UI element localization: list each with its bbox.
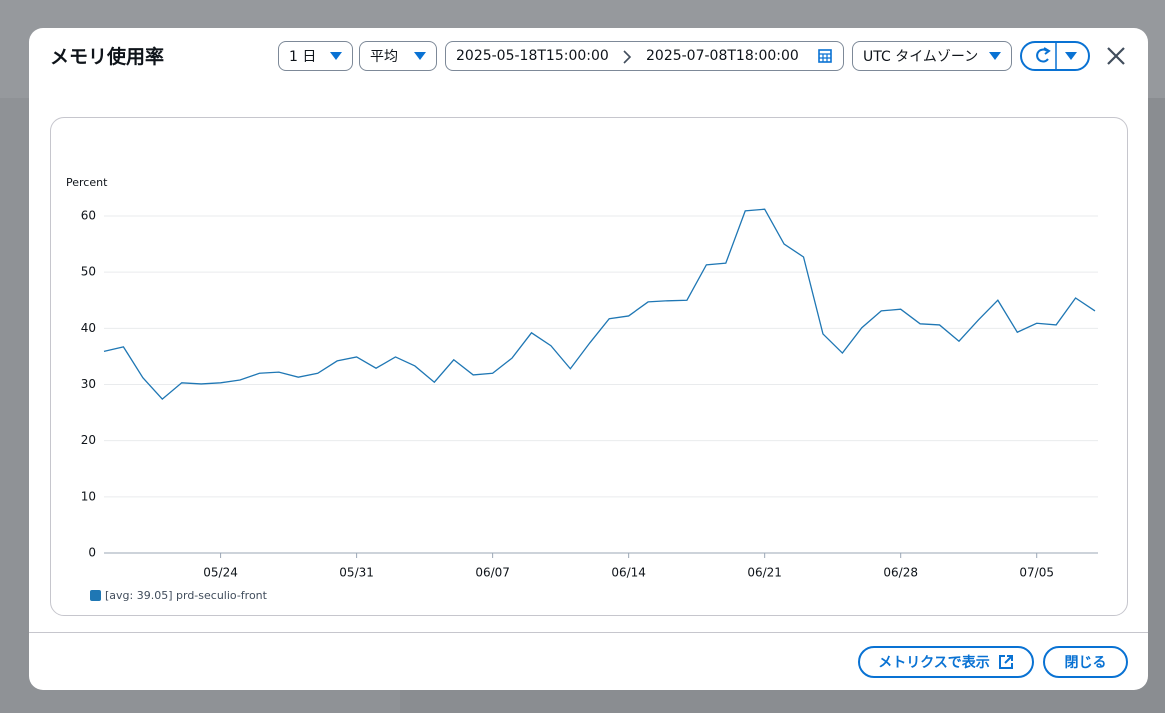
y-axis-label: Percent xyxy=(66,176,108,189)
dropdown-icon xyxy=(989,52,1001,60)
period-select[interactable]: 1 日 xyxy=(278,41,353,71)
dropdown-icon xyxy=(414,52,426,60)
timezone-text: UTC タイムゾーン xyxy=(863,49,979,65)
x-tick-label: 06/21 xyxy=(747,566,782,580)
statistic-select[interactable]: 平均 xyxy=(359,41,437,71)
y-tick-label: 40 xyxy=(81,321,96,335)
modal: メモリ使用率 1 日 平均 2025-05-18T15:00:00 2025-0… xyxy=(29,28,1148,690)
refresh-group[interactable] xyxy=(1020,41,1090,71)
end-date: 2025-07-08T18:00:00 xyxy=(646,48,799,64)
legend-label: [avg: 39.05] prd-seculio-front xyxy=(105,589,268,602)
chart: Percent 0 10 20 30 40 50 60 05/24 05/31 06/07 06/14… xyxy=(66,176,1098,602)
y-tick-label: 30 xyxy=(81,377,96,391)
x-tick-label: 06/07 xyxy=(475,566,510,580)
statistic-text: 平均 xyxy=(370,49,398,65)
y-tick-label: 10 xyxy=(81,489,96,503)
line-series xyxy=(103,208,1096,400)
footer-divider xyxy=(29,632,1148,633)
dropdown-icon xyxy=(330,52,342,60)
legend-swatch xyxy=(90,590,101,601)
button-text: メトリクスで表示 xyxy=(878,655,990,671)
period-text: 1 日 xyxy=(289,49,317,65)
arrow-icon xyxy=(623,50,632,64)
button-text: 閉じる xyxy=(1064,655,1107,671)
x-tick-label: 06/28 xyxy=(883,566,918,580)
y-tick-label: 0 xyxy=(88,546,96,560)
x-tick-label: 06/14 xyxy=(611,566,646,580)
y-tick-label: 50 xyxy=(81,265,96,279)
start-date: 2025-05-18T15:00:00 xyxy=(456,48,609,64)
x-tick-label: 07/05 xyxy=(1019,566,1054,580)
timezone-select[interactable]: UTC タイムゾーン xyxy=(852,41,1012,71)
external-link-icon xyxy=(998,655,1013,669)
x-tick-label: 05/24 xyxy=(203,566,238,580)
close-icon[interactable] xyxy=(1105,45,1127,67)
date-range[interactable]: 2025-05-18T15:00:00 2025-07-08T18:00:00 xyxy=(445,41,844,71)
view-in-metrics-button[interactable]: メトリクスで表示 xyxy=(858,646,1034,678)
calendar-icon xyxy=(818,49,832,63)
chart-container: Percent 0 10 20 30 40 50 60 05/24 05/31 06/07 06/14… xyxy=(50,117,1128,616)
close-button[interactable]: 閉じる xyxy=(1043,646,1128,678)
y-tick-label: 60 xyxy=(81,208,96,222)
x-tick-label: 05/31 xyxy=(339,566,374,580)
refresh-icons xyxy=(1036,42,1077,70)
y-tick-label: 20 xyxy=(81,433,96,447)
modal-title: メモリ使用率 xyxy=(50,46,165,68)
